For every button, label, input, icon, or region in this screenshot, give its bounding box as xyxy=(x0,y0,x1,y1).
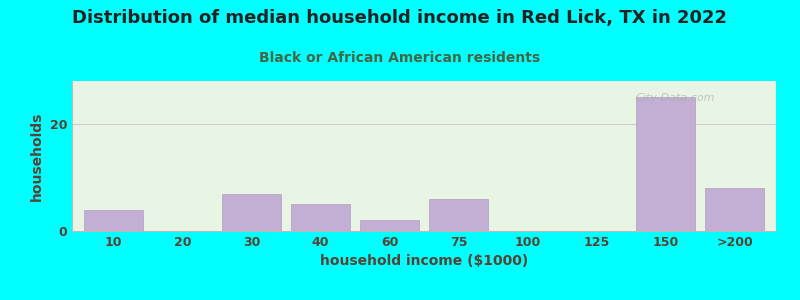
X-axis label: household income ($1000): household income ($1000) xyxy=(320,254,528,268)
Text: Black or African American residents: Black or African American residents xyxy=(259,51,541,65)
Y-axis label: households: households xyxy=(30,111,44,201)
Text: Distribution of median household income in Red Lick, TX in 2022: Distribution of median household income … xyxy=(73,9,727,27)
Bar xyxy=(360,220,419,231)
Bar xyxy=(636,97,695,231)
Text: City-Data.com: City-Data.com xyxy=(635,93,714,103)
Bar xyxy=(84,210,142,231)
Bar xyxy=(291,204,350,231)
Bar xyxy=(222,194,281,231)
Bar xyxy=(706,188,764,231)
Bar xyxy=(429,199,488,231)
